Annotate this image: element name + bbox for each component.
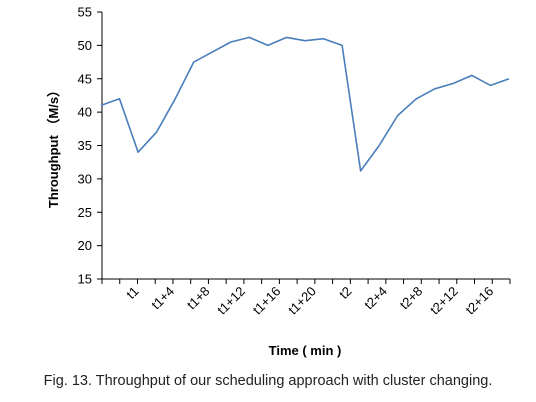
y-tick-label: 40 — [78, 105, 92, 120]
y-tick-label: 15 — [78, 272, 92, 287]
figure-caption: Fig. 13. Throughput of our scheduling ap… — [43, 373, 493, 389]
y-tick-label: 30 — [78, 171, 92, 186]
y-axis-ticks: 15 20 25 30 35 40 45 50 55 — [78, 5, 102, 287]
x-tick-label: t2+8 — [397, 284, 426, 313]
y-tick-label: 35 — [78, 138, 92, 153]
y-tick-label: 50 — [78, 38, 92, 53]
y-tick-label: 55 — [78, 5, 92, 20]
x-tick-label: t2 — [336, 284, 354, 302]
x-tick-label: t1+16 — [250, 284, 284, 318]
x-tick-label: t2+12 — [427, 284, 461, 318]
x-tick-label: t2+16 — [463, 284, 497, 318]
x-axis-ticks: t1 t1+4 t1+8 t1+12 t1+16 t1+20 t2 t2+4 t2+8 t2+12… — [101, 279, 511, 318]
x-axis-title: Time ( min ) — [269, 343, 342, 358]
y-tick-label: 20 — [78, 238, 92, 253]
x-tick-label: t1+4 — [148, 284, 177, 313]
x-tick-label: t2+4 — [361, 284, 390, 313]
throughput-series-line — [100, 36, 510, 172]
y-axis-title: Throughput （M/s） — [46, 84, 61, 208]
x-tick-label: t1+8 — [184, 284, 213, 313]
x-tick-label: t1 — [123, 284, 141, 302]
x-tick-label: t1+20 — [285, 284, 319, 318]
y-tick-label: 45 — [78, 71, 92, 86]
x-tick-label: t1+12 — [214, 284, 248, 318]
y-tick-label: 25 — [78, 205, 92, 220]
